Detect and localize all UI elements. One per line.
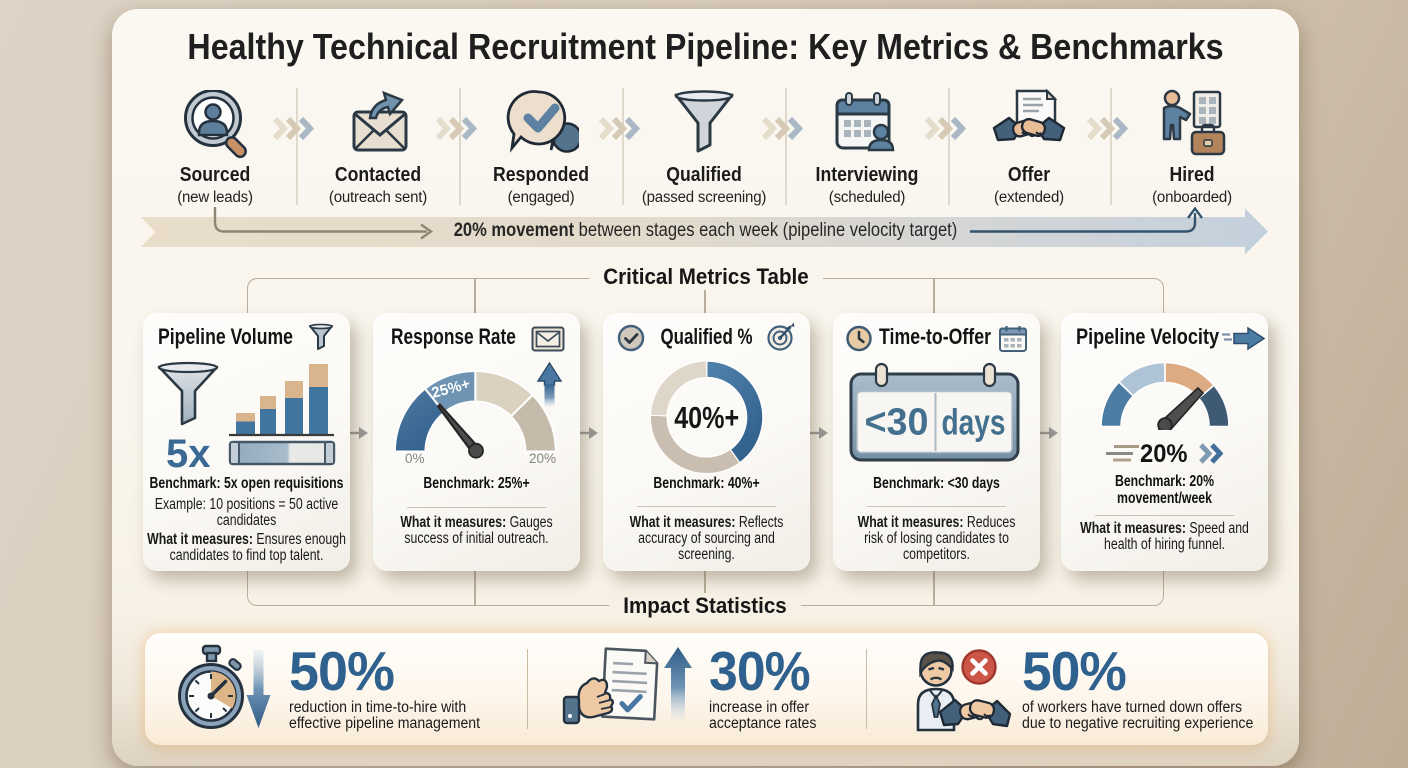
svg-text:20%: 20% [529,451,556,466]
svg-text:<30: <30 [865,402,929,444]
svg-text:0%: 0% [405,451,425,466]
svg-text:days: days [942,402,1006,443]
svg-text:40%+: 40%+ [674,401,739,435]
